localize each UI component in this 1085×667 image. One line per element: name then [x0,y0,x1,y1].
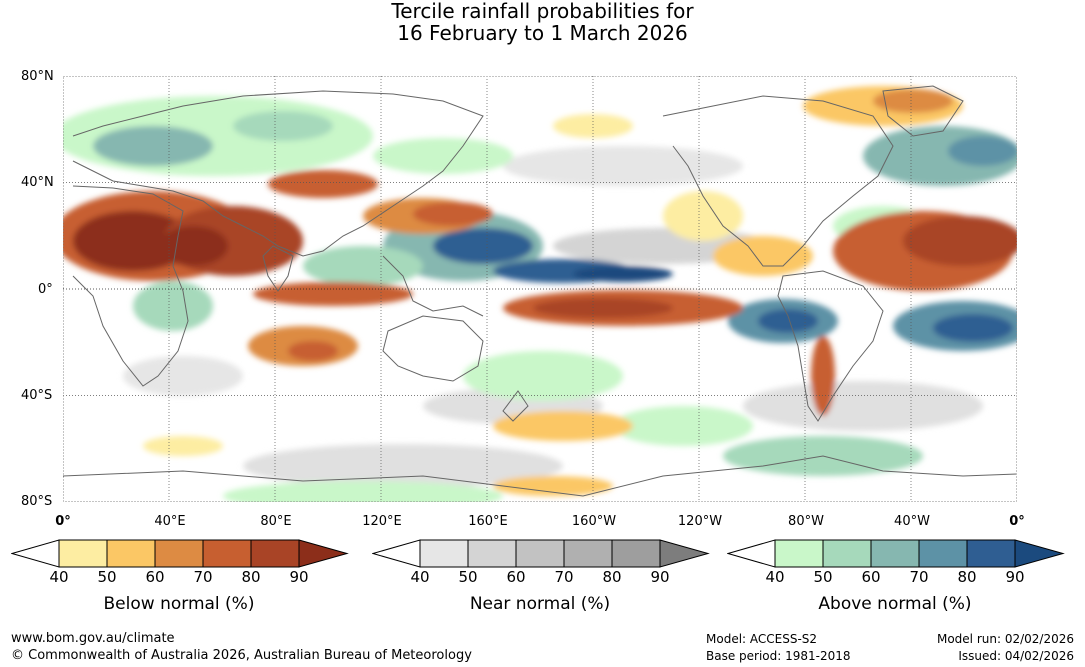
coastline-greenland [882,85,964,137]
colorbar-near-normal [372,539,710,568]
below-tick-40: 40 [49,568,69,586]
colorbar-near-max-arrow [659,539,710,568]
coastline-southeast-asia [382,255,484,317]
near-tick-90: 90 [650,568,670,586]
colorbar-above-swatch-1 [774,539,824,568]
above-tick-60: 60 [861,568,881,586]
probability-field [63,86,1017,502]
forecast-map [63,76,1017,502]
colorbar-near-swatch-5 [611,539,661,568]
lon-label-160w: 160°W [571,514,617,529]
coastline-australia [382,315,484,382]
below-tick-60: 60 [145,568,165,586]
colorbar-below-swatch-4 [202,539,252,568]
lon-label-120e: 120°E [362,514,402,529]
map-title-line-2: 16 February to 1 March 2026 [397,21,688,45]
colorbar-below-swatch-1 [58,539,108,568]
footer-url: www.bom.gov.au/climate [11,631,175,646]
legend-below-normal [11,539,349,569]
lon-label-40w: 40°W [894,514,930,529]
coastline-europe-asia [72,90,484,257]
colorbar-near-swatch-1 [419,539,469,568]
footer-issued: Issued: 04/02/2026 [958,649,1074,663]
map-title-line-1: Tercile rainfall probabilities for [391,0,694,23]
near-tick-80: 80 [602,568,622,586]
colorbar-above-normal [727,539,1065,568]
colorbar-below-normal [11,539,349,568]
colorbar-above-min-arrow [727,539,776,568]
colorbar-near-min-arrow [372,539,421,568]
lat-label-80s: 80°S [21,494,53,509]
colorbar-above-max-arrow [1014,539,1065,568]
colorbar-below-max-arrow [298,539,349,568]
colorbar-above-swatch-4 [918,539,968,568]
lat-label-80n: 80°N [21,69,54,84]
near-tick-40: 40 [410,568,430,586]
lat-label-40s: 40°S [21,388,53,403]
legend-near-normal [372,539,710,569]
colorbar-above-swatch-5 [966,539,1016,568]
lon-label-120w: 120°W [677,514,723,529]
above-tick-50: 50 [813,568,833,586]
near-tick-70: 70 [554,568,574,586]
near-tick-60: 60 [506,568,526,586]
coastline-africa [72,185,189,387]
below-tick-70: 70 [193,568,213,586]
colorbar-near-swatch-2 [467,539,517,568]
lon-label-0-west: 0° [55,514,71,529]
footer-model-run: Model run: 02/02/2026 [936,632,1074,646]
colorbar-above-swatch-3 [870,539,920,568]
coastline-new-zealand [502,390,529,422]
forecast-map-svg [63,76,1017,502]
footer-copyright: © Commonwealth of Australia 2026, Austra… [11,648,472,663]
map-border [63,76,1017,502]
above-tick-90: 90 [1005,568,1025,586]
colorbar-below-swatch-2 [106,539,156,568]
graticule [63,76,1017,502]
colorbar-above-swatch-2 [822,539,872,568]
lon-label-0-east: 0° [1009,514,1025,529]
coastline-antarctica [63,455,1017,497]
legend-title-below-normal: Below normal (%) [103,594,255,614]
lon-label-80e: 80°E [260,514,292,529]
coastline-north-america [662,95,894,267]
lon-label-80w: 80°W [788,514,824,529]
colorbar-below-min-arrow [11,539,60,568]
coastline-south-america [777,270,884,422]
above-tick-40: 40 [765,568,785,586]
legend-title-near-normal: Near normal (%) [469,594,611,614]
near-tick-50: 50 [458,568,478,586]
colorbar-below-swatch-3 [154,539,204,568]
above-tick-80: 80 [957,568,977,586]
footer-base-period: Base period: 1981-2018 [706,649,851,663]
coastlines [63,85,1017,497]
coastline-india [262,245,294,292]
above-tick-70: 70 [909,568,929,586]
colorbar-below-swatch-5 [250,539,300,568]
legend-above-normal [727,539,1065,569]
below-tick-80: 80 [241,568,261,586]
lat-label-40n: 40°N [21,175,54,190]
below-tick-90: 90 [289,568,309,586]
below-tick-50: 50 [97,568,117,586]
legend-title-above-normal: Above normal (%) [818,594,972,614]
lat-label-equator: 0° [38,282,53,297]
footer-model: Model: ACCESS-S2 [706,632,818,646]
colorbar-near-swatch-4 [563,539,613,568]
colorbar-near-swatch-3 [515,539,565,568]
lon-label-160e: 160°E [468,514,508,529]
lon-label-40e: 40°E [154,514,186,529]
